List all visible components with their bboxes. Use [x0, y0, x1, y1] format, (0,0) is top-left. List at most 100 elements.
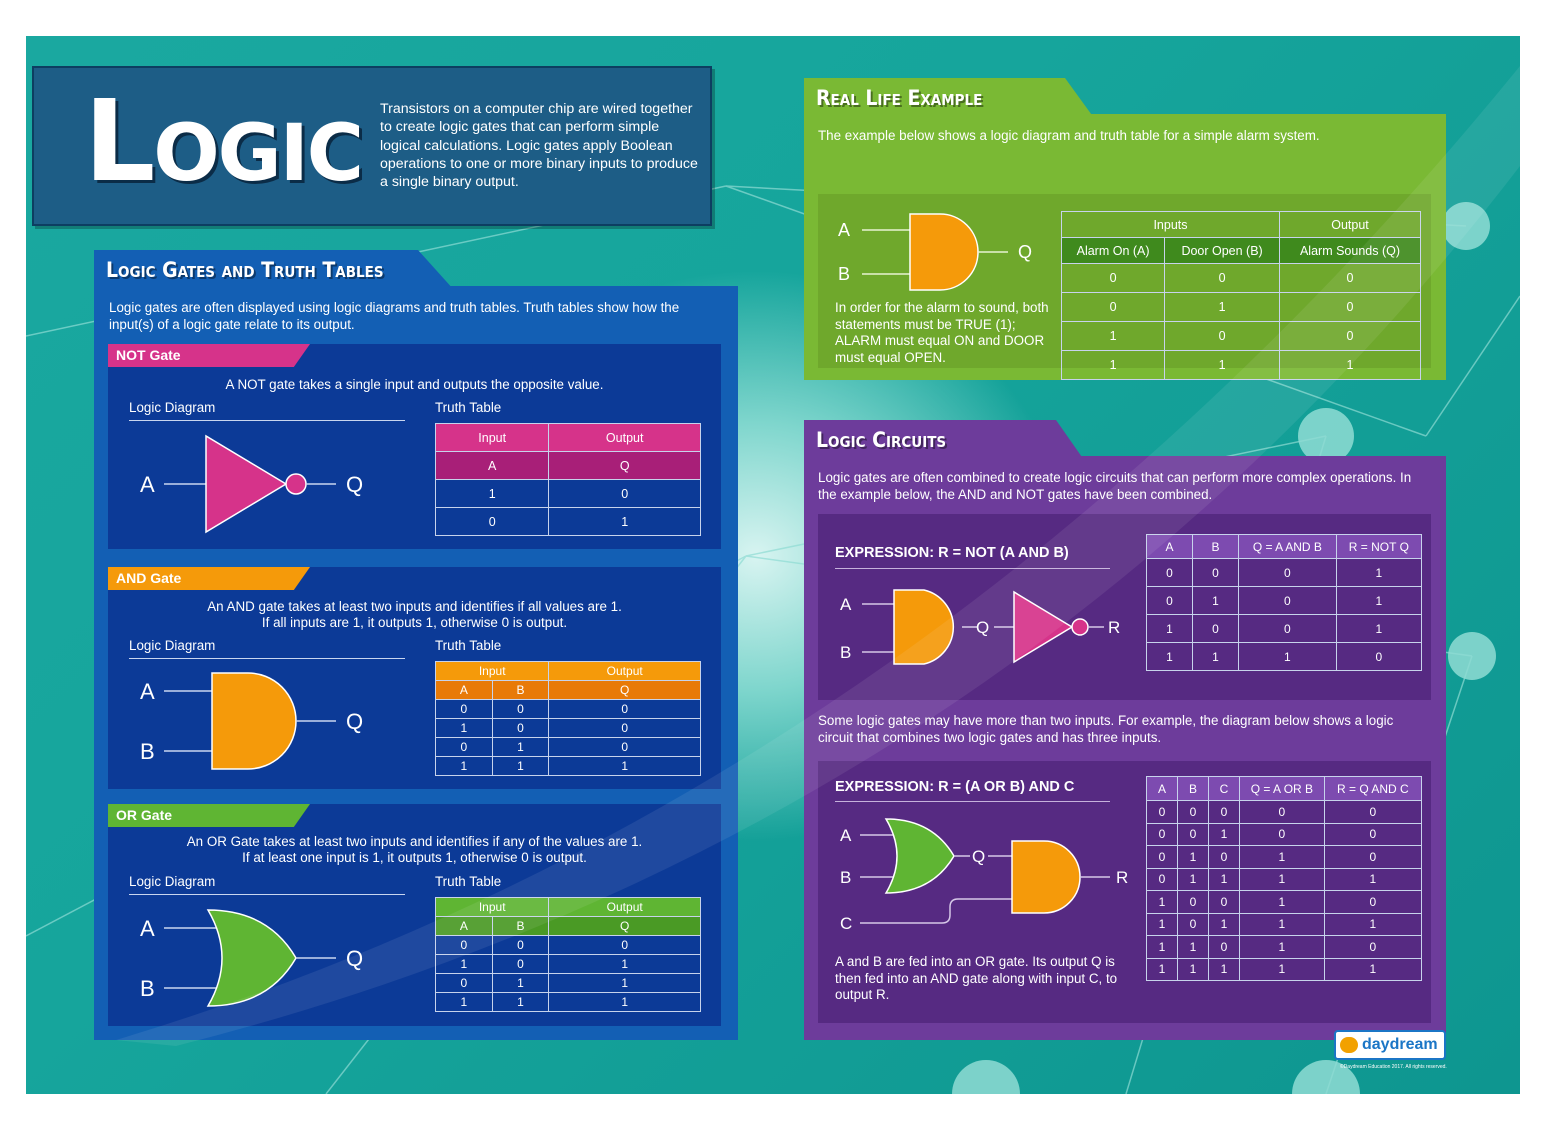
col-alarm-on: Alarm On (A) — [1060, 237, 1166, 264]
cell: 1 — [1323, 957, 1423, 981]
input-b-label: B — [840, 868, 851, 887]
or-gate-description-1: An OR Gate takes at least two inputs and… — [186, 834, 643, 849]
real-life-intro: The example below shows a logic diagram … — [818, 128, 1320, 143]
divider — [835, 801, 1110, 802]
gates-section: Logic gates are often displayed using lo… — [94, 286, 738, 1040]
daydream-logo: daydream — [1334, 1030, 1446, 1060]
circuit-1-diagram: A B Q R — [840, 589, 1120, 665]
header-input: Input — [434, 423, 550, 452]
cell: 0 — [1238, 614, 1337, 643]
circuits-title: Logic Circuits — [804, 420, 1084, 460]
gates-intro: Logic gates are often displayed using lo… — [109, 300, 680, 332]
input-a-label: A — [840, 826, 852, 845]
not-gate-description: A NOT gate takes a single input and outp… — [225, 377, 604, 392]
not-table-label: Truth Table — [435, 400, 502, 415]
not-gate-label: NOT Gate — [108, 344, 310, 367]
col-door-open: Door Open (B) — [1164, 237, 1280, 264]
input-a-label: A — [140, 472, 155, 497]
or-diagram-label: Logic Diagram — [129, 874, 216, 889]
cell: 0 — [1278, 263, 1422, 293]
or-table-label: Truth Table — [435, 874, 502, 889]
col-a: A — [1146, 776, 1178, 801]
header-output: Output — [548, 423, 701, 452]
cell: 1 — [548, 992, 701, 1012]
page-title: Logic — [84, 77, 364, 207]
logo-text: daydream — [1362, 1036, 1438, 1053]
real-life-section: The example below shows a logic diagram … — [804, 114, 1446, 380]
input-b-label: B — [140, 976, 155, 1001]
cell: 0 — [1238, 558, 1337, 587]
real-life-card: A B Q In order for the alarm to sound, b… — [818, 194, 1431, 380]
not-gate-diagram: A Q — [140, 434, 363, 534]
or-gate-description-2: If at least one input is 1, it outputs 1… — [242, 850, 587, 865]
sheen-overlay — [116, 66, 1520, 1046]
col-r: R = Q AND C — [1323, 776, 1423, 801]
mid-q-label: Q — [976, 618, 989, 637]
col-c: C — [1208, 776, 1240, 801]
col-b: B — [1192, 534, 1239, 559]
output-q-label: Q — [346, 946, 363, 971]
cell: 1 — [1335, 614, 1423, 643]
output-q-label: Q — [1018, 242, 1032, 262]
input-a-label: A — [840, 595, 852, 614]
not-diagram-label: Logic Diagram — [129, 400, 216, 415]
title-description: Transistors on a computer chip are wired… — [380, 101, 698, 191]
circuits-intro: Logic gates are often combined to create… — [818, 470, 1412, 502]
not-gate-card: NOT Gate A NOT gate takes a single input… — [108, 344, 721, 549]
output-q-label: Q — [346, 709, 363, 734]
alarm-and-gate-diagram: A B Q — [838, 213, 1032, 291]
alarm-note: In order for the alarm to sound, both st… — [835, 300, 1049, 365]
cell: 1 — [1146, 614, 1193, 643]
cell: 1 — [548, 756, 701, 776]
input-a-label: A — [140, 679, 155, 704]
input-a-label: A — [140, 916, 155, 941]
cell: 0 — [434, 507, 550, 536]
circuit-1-card: EXPRESSION: R = NOT (A AND B) A B Q R A B… — [818, 514, 1431, 700]
circuit-2-card: EXPRESSION: R = (A OR B) AND C A B C Q R… — [818, 761, 1431, 1023]
header-output: Output — [548, 897, 701, 917]
or-gate-diagram: A B Q — [140, 909, 363, 1007]
real-life-title: Real Life Example — [804, 78, 1094, 118]
cell: 0 — [1146, 558, 1193, 587]
cell: 1 — [1060, 350, 1166, 380]
divider — [835, 568, 1110, 569]
cell: 1 — [1146, 957, 1178, 981]
divider — [129, 894, 405, 895]
and-gate-card: AND Gate An AND gate takes at least two … — [108, 567, 721, 789]
and-gate-label: AND Gate — [108, 567, 310, 590]
or-gate-label: OR Gate — [108, 804, 310, 827]
cell: 1 — [548, 507, 701, 536]
divider — [129, 658, 405, 659]
alarm-truth-table: Inputs Output Alarm On (A) Door Open (B) Al… — [1060, 211, 1422, 380]
and-gate-diagram: A B Q — [140, 672, 363, 770]
cell: 1 — [491, 756, 550, 776]
cell: 1 — [1146, 642, 1193, 671]
mid-q-label: Q — [972, 847, 985, 866]
divider — [129, 420, 405, 421]
cell: 1 — [435, 756, 493, 776]
cell: 0 — [1335, 642, 1423, 671]
title-box: Logic Transistors on a computer chip are… — [32, 66, 712, 226]
output-r-label: R — [1116, 868, 1128, 887]
circuit-2-note: A and B are fed into an OR gate. Its out… — [835, 954, 1118, 1002]
circuit-2-diagram: A B C Q R — [840, 818, 1128, 933]
input-a-label: A — [838, 220, 850, 240]
and-gate-description-1: An AND gate takes at least two inputs an… — [207, 599, 622, 614]
cell: 1 — [1164, 350, 1280, 380]
